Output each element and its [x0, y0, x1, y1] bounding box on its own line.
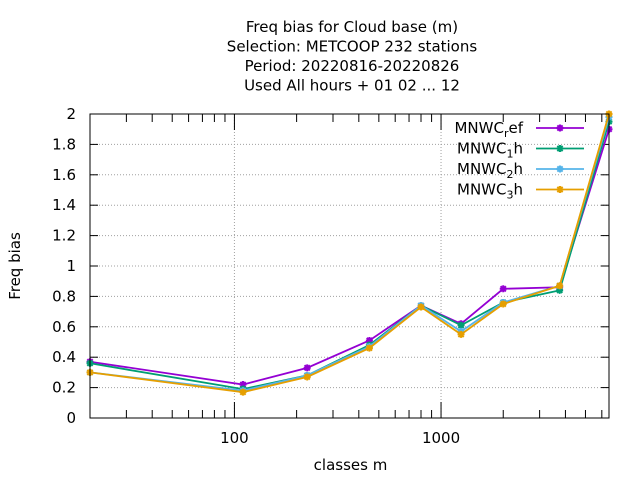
series-line: [89, 113, 610, 394]
y-tick-label: 0.6: [52, 318, 76, 336]
series-0: [86, 125, 613, 389]
x-tick-label: 1000: [422, 429, 460, 447]
y-tick-label: 1: [66, 257, 76, 275]
grid-lines: [90, 114, 609, 418]
data-point: [239, 388, 247, 396]
data-point: [365, 344, 373, 352]
title-line: Used All hours + 01 02 ... 12: [244, 77, 460, 95]
y-tick-label: 1.6: [52, 166, 76, 184]
y-tick-label: 1.4: [52, 196, 76, 214]
data-point: [556, 286, 564, 294]
data-point: [303, 364, 311, 372]
title-line: Selection: METCOOP 232 stations: [227, 38, 478, 56]
y-tick-label: 0.4: [52, 348, 76, 366]
title-line: Freq bias for Cloud base (m): [246, 18, 458, 36]
data-point: [556, 282, 564, 290]
series-3: [86, 110, 613, 396]
series-line: [89, 128, 610, 386]
x-axis-label: classes m: [314, 456, 388, 474]
legend-label: MNWC1h: [457, 140, 523, 161]
y-tick-label: 1.8: [52, 135, 76, 153]
data-point: [556, 145, 564, 152]
legend-label: MNWC3h: [457, 181, 523, 202]
plot-frame: [89, 113, 610, 419]
y-axis-ticks: 0 0.2 0.4 0.6 0.8 1 1.2 1.4 1.6 1.8 2: [52, 105, 609, 427]
data-point: [365, 336, 373, 344]
data-point: [499, 300, 507, 308]
data-point: [303, 373, 311, 381]
y-tick-label: 0.2: [52, 379, 76, 397]
data-point: [457, 330, 465, 338]
legend-label: MNWCref: [454, 119, 523, 140]
data-point: [417, 303, 425, 311]
data-point: [457, 321, 465, 329]
x-axis-ticks: 100 1000: [125, 114, 603, 447]
y-tick-label: 0.8: [52, 287, 76, 305]
y-tick-label: 2: [66, 105, 76, 123]
plot-series: [86, 110, 613, 396]
legend-label: MNWC2h: [457, 160, 523, 181]
y-axis-label: Freq bias: [6, 232, 24, 300]
series-2: [86, 113, 613, 395]
chart-title: Freq bias for Cloud base (m) Selection: M…: [227, 18, 478, 95]
data-point: [556, 165, 564, 173]
data-point: [556, 124, 564, 132]
title-line: Period: 20220816-20220826: [245, 57, 460, 75]
series-1: [86, 118, 613, 393]
x-tick-label: 100: [220, 429, 249, 447]
y-tick-label: 1.2: [52, 227, 76, 245]
y-tick-label: 0: [66, 409, 76, 427]
data-point: [239, 381, 247, 389]
data-point: [556, 186, 564, 193]
data-point: [499, 285, 507, 293]
